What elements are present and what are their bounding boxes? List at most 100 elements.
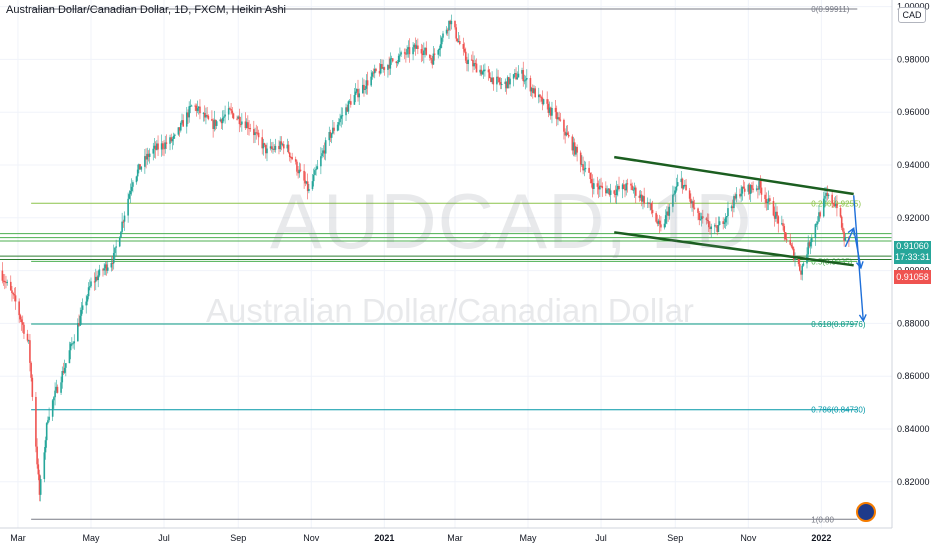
projection-arrow-head	[855, 261, 864, 270]
candle-body	[77, 323, 79, 342]
candle-body	[382, 67, 384, 69]
candle-body	[557, 117, 559, 120]
candle-body	[579, 152, 582, 165]
candle-body	[6, 281, 8, 283]
candle-body	[639, 194, 642, 198]
candle-body	[219, 119, 222, 122]
candle-body	[45, 423, 48, 441]
candle-body	[206, 114, 208, 116]
candle-body	[497, 76, 499, 78]
candle-body	[223, 116, 225, 118]
candle-body	[85, 301, 88, 306]
candle-body	[692, 201, 695, 208]
candle-body	[424, 47, 426, 51]
candle-body	[831, 194, 833, 204]
candle-body	[742, 186, 745, 189]
candle-body	[178, 127, 181, 131]
candle-body	[378, 70, 381, 74]
candle-body	[591, 183, 594, 189]
candle-body	[211, 119, 213, 121]
candle-body	[56, 386, 59, 393]
candle-body	[509, 78, 511, 85]
channel-lines[interactable]	[614, 155, 854, 267]
candle-body	[279, 141, 281, 150]
candle-body	[311, 181, 314, 190]
candle-body	[172, 135, 175, 139]
candle-body	[73, 341, 76, 344]
candle-body	[413, 44, 416, 48]
candle-body	[751, 185, 753, 189]
candle-body	[306, 181, 309, 192]
candle-body	[179, 122, 182, 131]
candle-body	[348, 101, 351, 103]
candle-body	[373, 68, 376, 74]
candle-body	[120, 231, 122, 238]
candle-body	[651, 209, 654, 214]
candle-body	[256, 132, 259, 134]
time-tick-label: May	[520, 533, 538, 543]
candle-body	[549, 107, 552, 116]
candle-body	[691, 201, 693, 204]
candle-body	[660, 224, 662, 228]
candle-body	[118, 237, 121, 247]
candle-body	[555, 111, 558, 120]
candle-body	[189, 105, 192, 107]
candle-body	[498, 77, 501, 83]
candle-body	[88, 286, 91, 288]
candle-body	[681, 178, 684, 189]
projection-arrows[interactable]	[844, 195, 867, 323]
candle-body	[810, 238, 813, 243]
candle-body	[690, 198, 692, 204]
candle-body	[614, 193, 617, 195]
candle-body	[236, 118, 238, 120]
candle-body	[599, 185, 601, 190]
candle-body	[406, 49, 408, 55]
candle-body	[785, 239, 788, 241]
currency-tag[interactable]: CAD	[898, 7, 926, 23]
candle-body	[713, 225, 716, 227]
candle-body	[356, 88, 358, 92]
candle-body	[136, 169, 139, 177]
candle-body	[303, 170, 305, 181]
candle-body	[708, 221, 710, 228]
time-axis[interactable]: Mar May Jul Sep Nov 2021 Mar May Jul Sep Nov 2022	[0, 527, 892, 543]
candle-body	[799, 264, 801, 271]
candle-body	[773, 215, 776, 219]
horizontal-lines[interactable]	[0, 233, 892, 261]
fibonacci-retracement[interactable]: 0(0.99911)0.236(0.9255)0.5(0.9035)0.618(…	[31, 5, 866, 524]
candle-body	[414, 44, 417, 49]
candle-body	[399, 54, 401, 56]
candle-body	[607, 188, 610, 190]
candle-body	[649, 202, 651, 204]
candle-body	[430, 57, 432, 60]
candle-body	[72, 343, 74, 345]
candle-body	[39, 479, 42, 495]
candle-body	[832, 203, 835, 205]
candle-body	[765, 199, 768, 203]
price-tick-label: 0.92000	[897, 213, 930, 223]
candle-body	[789, 240, 792, 245]
candle-body	[379, 64, 382, 74]
candle-body	[615, 189, 618, 195]
candle-body	[643, 196, 645, 204]
candle-body	[582, 164, 584, 171]
candle-body	[479, 69, 481, 73]
candle-body	[618, 185, 620, 190]
candle-body	[772, 201, 775, 216]
candle-body	[449, 20, 451, 25]
candle-body	[152, 148, 155, 154]
candle-body	[98, 269, 101, 276]
candle-body	[115, 246, 117, 248]
candle-body	[566, 132, 569, 135]
candle-body	[631, 185, 633, 191]
candle-body	[122, 221, 125, 223]
candle-body	[229, 108, 231, 110]
candle-body	[315, 169, 317, 171]
candle-body	[53, 397, 55, 401]
candle-body	[94, 276, 97, 282]
candle-body	[290, 157, 292, 159]
candle-body	[793, 248, 795, 260]
flag-icon[interactable]	[856, 502, 876, 522]
candle-body	[160, 143, 163, 150]
